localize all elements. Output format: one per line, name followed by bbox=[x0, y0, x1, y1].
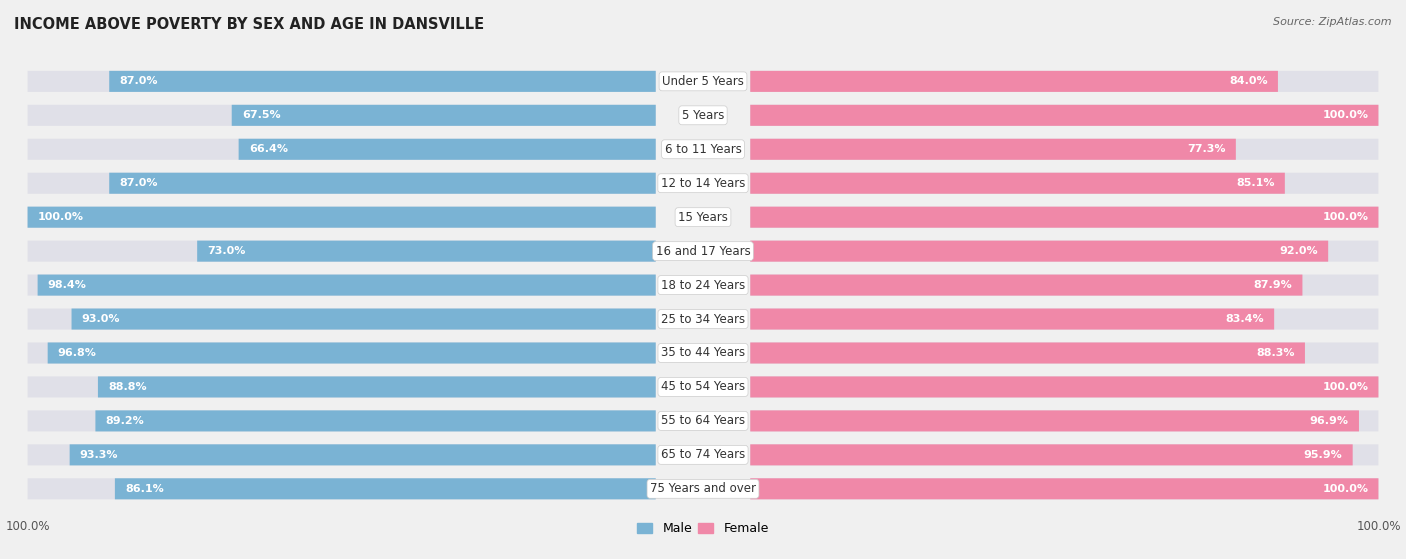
FancyBboxPatch shape bbox=[751, 479, 1378, 499]
FancyBboxPatch shape bbox=[751, 207, 1378, 228]
Text: 100.0%: 100.0% bbox=[1322, 382, 1368, 392]
Text: 83.4%: 83.4% bbox=[1226, 314, 1264, 324]
FancyBboxPatch shape bbox=[28, 309, 655, 330]
FancyBboxPatch shape bbox=[28, 274, 655, 296]
Text: 67.5%: 67.5% bbox=[242, 110, 280, 120]
FancyBboxPatch shape bbox=[197, 240, 655, 262]
FancyBboxPatch shape bbox=[28, 105, 655, 126]
Text: 85.1%: 85.1% bbox=[1236, 178, 1275, 188]
Text: 45 to 54 Years: 45 to 54 Years bbox=[661, 381, 745, 394]
Text: 88.3%: 88.3% bbox=[1257, 348, 1295, 358]
Text: 100.0%: 100.0% bbox=[1322, 110, 1368, 120]
Text: 100.0%: 100.0% bbox=[1322, 212, 1368, 222]
Text: 87.0%: 87.0% bbox=[120, 178, 157, 188]
Text: 73.0%: 73.0% bbox=[207, 246, 246, 256]
FancyBboxPatch shape bbox=[110, 173, 655, 194]
Text: 92.0%: 92.0% bbox=[1279, 246, 1317, 256]
FancyBboxPatch shape bbox=[70, 444, 655, 466]
FancyBboxPatch shape bbox=[751, 139, 1378, 160]
FancyBboxPatch shape bbox=[72, 309, 655, 330]
Text: 86.1%: 86.1% bbox=[125, 484, 163, 494]
FancyBboxPatch shape bbox=[751, 139, 1236, 160]
FancyBboxPatch shape bbox=[751, 173, 1285, 194]
Text: Source: ZipAtlas.com: Source: ZipAtlas.com bbox=[1274, 17, 1392, 27]
FancyBboxPatch shape bbox=[751, 376, 1378, 397]
FancyBboxPatch shape bbox=[96, 410, 655, 432]
FancyBboxPatch shape bbox=[751, 343, 1378, 363]
FancyBboxPatch shape bbox=[751, 240, 1378, 262]
FancyBboxPatch shape bbox=[751, 173, 1378, 194]
FancyBboxPatch shape bbox=[751, 71, 1278, 92]
FancyBboxPatch shape bbox=[751, 207, 1378, 228]
FancyBboxPatch shape bbox=[28, 173, 655, 194]
Text: 87.0%: 87.0% bbox=[120, 77, 157, 87]
Text: 75 Years and over: 75 Years and over bbox=[650, 482, 756, 495]
FancyBboxPatch shape bbox=[110, 71, 655, 92]
FancyBboxPatch shape bbox=[751, 105, 1378, 126]
FancyBboxPatch shape bbox=[232, 105, 655, 126]
FancyBboxPatch shape bbox=[38, 274, 655, 296]
Text: 87.9%: 87.9% bbox=[1254, 280, 1292, 290]
FancyBboxPatch shape bbox=[28, 376, 655, 397]
FancyBboxPatch shape bbox=[28, 207, 655, 228]
FancyBboxPatch shape bbox=[751, 71, 1378, 92]
Text: 96.9%: 96.9% bbox=[1310, 416, 1348, 426]
FancyBboxPatch shape bbox=[98, 376, 655, 397]
FancyBboxPatch shape bbox=[751, 376, 1378, 397]
FancyBboxPatch shape bbox=[28, 240, 655, 262]
FancyBboxPatch shape bbox=[28, 410, 655, 432]
Text: 96.8%: 96.8% bbox=[58, 348, 97, 358]
Text: 84.0%: 84.0% bbox=[1229, 77, 1268, 87]
Text: 89.2%: 89.2% bbox=[105, 416, 145, 426]
FancyBboxPatch shape bbox=[751, 240, 1329, 262]
Text: 98.4%: 98.4% bbox=[48, 280, 87, 290]
Text: 93.0%: 93.0% bbox=[82, 314, 120, 324]
FancyBboxPatch shape bbox=[48, 343, 655, 363]
FancyBboxPatch shape bbox=[28, 207, 655, 228]
FancyBboxPatch shape bbox=[751, 309, 1274, 330]
Text: 65 to 74 Years: 65 to 74 Years bbox=[661, 448, 745, 461]
Text: 77.3%: 77.3% bbox=[1187, 144, 1226, 154]
Text: 6 to 11 Years: 6 to 11 Years bbox=[665, 143, 741, 156]
Text: 95.9%: 95.9% bbox=[1303, 450, 1343, 460]
FancyBboxPatch shape bbox=[28, 139, 655, 160]
FancyBboxPatch shape bbox=[751, 274, 1378, 296]
FancyBboxPatch shape bbox=[28, 479, 655, 499]
Legend: Male, Female: Male, Female bbox=[633, 517, 773, 540]
FancyBboxPatch shape bbox=[751, 410, 1378, 432]
Text: 25 to 34 Years: 25 to 34 Years bbox=[661, 312, 745, 325]
FancyBboxPatch shape bbox=[751, 274, 1302, 296]
Text: 66.4%: 66.4% bbox=[249, 144, 288, 154]
Text: 18 to 24 Years: 18 to 24 Years bbox=[661, 278, 745, 292]
FancyBboxPatch shape bbox=[751, 444, 1378, 466]
FancyBboxPatch shape bbox=[28, 343, 655, 363]
FancyBboxPatch shape bbox=[239, 139, 655, 160]
Text: 55 to 64 Years: 55 to 64 Years bbox=[661, 414, 745, 428]
Text: 88.8%: 88.8% bbox=[108, 382, 146, 392]
FancyBboxPatch shape bbox=[28, 444, 655, 466]
FancyBboxPatch shape bbox=[751, 410, 1360, 432]
FancyBboxPatch shape bbox=[751, 343, 1305, 363]
FancyBboxPatch shape bbox=[28, 71, 655, 92]
Text: 100.0%: 100.0% bbox=[38, 212, 84, 222]
FancyBboxPatch shape bbox=[115, 479, 655, 499]
FancyBboxPatch shape bbox=[751, 479, 1378, 499]
FancyBboxPatch shape bbox=[751, 309, 1378, 330]
Text: Under 5 Years: Under 5 Years bbox=[662, 75, 744, 88]
FancyBboxPatch shape bbox=[751, 444, 1353, 466]
Text: 12 to 14 Years: 12 to 14 Years bbox=[661, 177, 745, 190]
Text: 16 and 17 Years: 16 and 17 Years bbox=[655, 245, 751, 258]
Text: 35 to 44 Years: 35 to 44 Years bbox=[661, 347, 745, 359]
Text: 93.3%: 93.3% bbox=[80, 450, 118, 460]
Text: 15 Years: 15 Years bbox=[678, 211, 728, 224]
Text: 5 Years: 5 Years bbox=[682, 109, 724, 122]
Text: 100.0%: 100.0% bbox=[1322, 484, 1368, 494]
FancyBboxPatch shape bbox=[751, 105, 1378, 126]
Text: INCOME ABOVE POVERTY BY SEX AND AGE IN DANSVILLE: INCOME ABOVE POVERTY BY SEX AND AGE IN D… bbox=[14, 17, 484, 32]
